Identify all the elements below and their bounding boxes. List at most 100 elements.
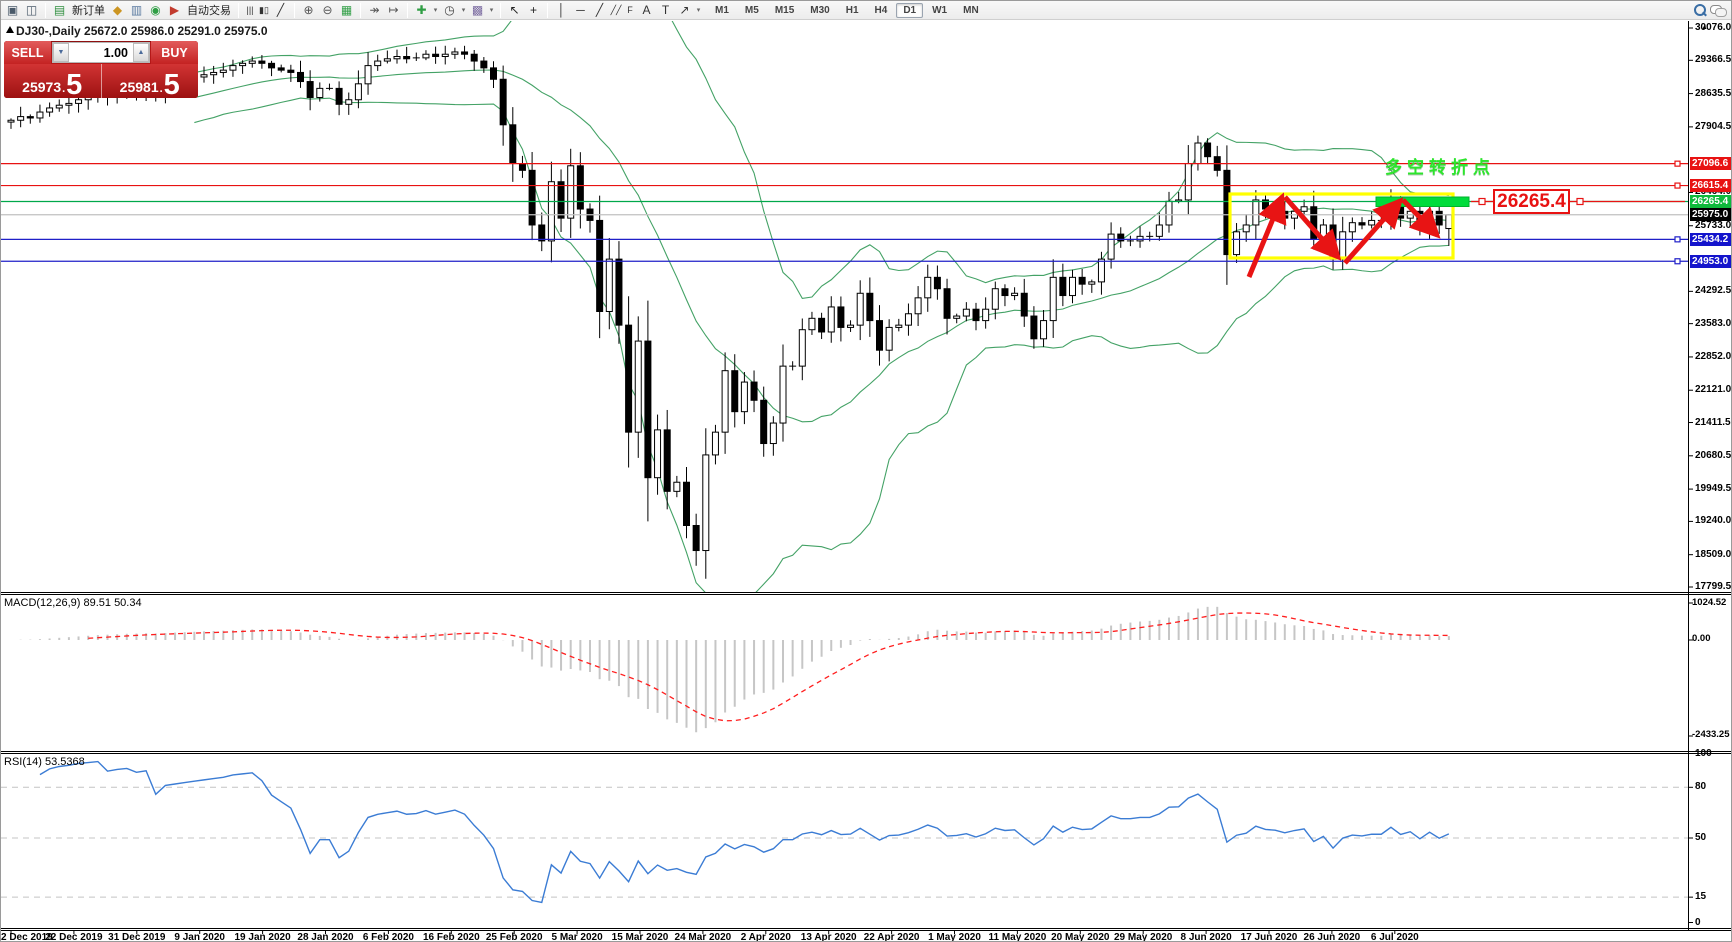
buy-button[interactable]: BUY [151, 41, 198, 64]
timeframe-M1[interactable]: M1 [715, 4, 729, 16]
candles [7, 45, 1453, 579]
styler-icon[interactable]: ◆ [112, 3, 123, 17]
price-axis-tick: 17799.5 [1695, 580, 1732, 592]
arrows-dropdown-icon[interactable]: ▾ [696, 7, 701, 14]
indicators-dropdown-icon[interactable]: ▾ [433, 7, 438, 14]
sell-price-main: 25973 [22, 79, 62, 95]
line-chart-icon[interactable]: ╱ [276, 3, 285, 17]
templates-icon[interactable]: ▩ [471, 3, 484, 17]
main-plot[interactable] [1, 1, 1688, 602]
autotrading-icon[interactable]: ▶ [169, 3, 180, 17]
price-axis-tick: 30076.0 [1695, 22, 1732, 33]
rsi-axis-tick: 50 [1695, 832, 1707, 843]
date-axis-label: 2 Apr 2020 [740, 932, 791, 942]
date-axis-label: 6 Jul 2020 [1370, 932, 1419, 942]
cursor-icon[interactable]: ↖ [509, 3, 520, 17]
templates-dropdown-icon[interactable]: ▾ [489, 7, 494, 14]
rsi-axis-tick: 15 [1695, 891, 1707, 903]
crosshair-icon[interactable]: + [529, 3, 537, 17]
timeframe-M30[interactable]: M30 [810, 4, 830, 16]
trend-arrow[interactable] [1246, 192, 1287, 278]
rsi-axis-tick: 80 [1695, 781, 1707, 793]
price-tag-27096.6: 27096.6 [1690, 157, 1731, 171]
volume-down-icon[interactable]: ▼ [53, 43, 69, 62]
one-click-trade-panel: SELL ▼ 1.00 ▲ BUY 25973. 5 25981. 5 [4, 41, 198, 98]
price-tag-26265.4: 26265.4 [1690, 195, 1731, 208]
tile-windows-icon[interactable]: ▦ [340, 3, 353, 17]
axis-scroll-icon[interactable]: ▲ [1701, 24, 1708, 31]
callout-handle-icon[interactable] [1576, 197, 1584, 206]
horizontal-line-icon[interactable]: ─ [576, 3, 585, 17]
trend-arrow[interactable] [1283, 195, 1342, 261]
chart-annotations[interactable] [1228, 192, 1685, 278]
date-axis-label: 8 Jun 2020 [1180, 932, 1232, 942]
chart-window-icon[interactable]: ▣ [6, 3, 19, 17]
toolbar-separator [360, 2, 361, 18]
hline-handle-icon[interactable] [1674, 236, 1681, 243]
search-icon[interactable] [1691, 2, 1708, 19]
toolbar-separator [45, 2, 46, 18]
trend-arrow[interactable] [1343, 197, 1404, 265]
volume-value[interactable]: 1.00 [103, 45, 128, 60]
bar-chart-icon[interactable]: ||| [246, 5, 254, 15]
arrows-icon[interactable]: ↗ [679, 3, 690, 17]
price-axis-tick: 20680.5 [1695, 449, 1732, 461]
trendline-icon[interactable]: ╱ [595, 3, 604, 17]
signals-icon[interactable]: ◉ [150, 3, 161, 17]
chat-icon[interactable] [1708, 2, 1727, 19]
callout-handle-icon[interactable] [1478, 197, 1486, 206]
timeframe-M15[interactable]: M15 [774, 4, 795, 16]
date-axis-label: 24 Mar 2020 [674, 932, 732, 942]
text-label-icon[interactable]: T [661, 3, 670, 17]
price-callout-label[interactable]: 26265.4 [1493, 189, 1570, 214]
trend-arrow[interactable] [1401, 198, 1441, 239]
date-axis-label: 9 Jan 2020 [174, 932, 225, 942]
new-order-icon[interactable]: ▤ [53, 3, 66, 17]
timeframe-D1[interactable]: D1 [896, 2, 924, 18]
vertical-line-icon[interactable]: │ [557, 3, 566, 17]
turning-point-annotation[interactable]: 多空转折点 [1385, 158, 1495, 177]
date-axis-label: 2 Dec 2019 [1, 932, 53, 942]
chart-expand-icon[interactable] [6, 26, 14, 33]
toolbar-right [1691, 2, 1731, 19]
candlestick-chart-icon[interactable]: ▮▯ [259, 4, 269, 15]
hline-handle-icon[interactable] [1674, 258, 1681, 265]
fibonacci-icon[interactable]: F [627, 5, 633, 15]
toolbar-separator [238, 2, 239, 18]
window-preview-icon[interactable]: ◫ [25, 3, 38, 17]
resistance-zone-bar[interactable] [1375, 196, 1470, 207]
zoom-out-icon[interactable]: ⊖ [322, 3, 333, 17]
text-icon[interactable]: A [642, 3, 651, 17]
sell-price[interactable]: 25973. 5 [22, 69, 83, 99]
price-axis-tick: 22852.0 [1695, 350, 1732, 362]
price-axis-tick: 22121.0 [1695, 384, 1732, 396]
sell-button[interactable]: SELL [4, 41, 51, 64]
indicators-icon[interactable]: ✚ [416, 3, 427, 17]
toolbar-separator [547, 2, 548, 18]
price-axis-tick: 23583.0 [1695, 317, 1732, 329]
zoom-in-icon[interactable]: ⊕ [303, 3, 314, 17]
date-axis-label: 15 Mar 2020 [611, 932, 669, 942]
timeframe-MN[interactable]: MN [963, 4, 979, 16]
autotrading-label: 自动交易 [187, 5, 231, 17]
hline-handle-icon[interactable] [1674, 182, 1681, 189]
auto-scroll-icon[interactable]: ↠ [369, 3, 380, 17]
price-axis-tick: 19240.0 [1695, 515, 1732, 527]
periods-dropdown-icon[interactable]: ▾ [461, 7, 466, 14]
consolidation-rectangle[interactable] [1228, 192, 1455, 260]
timeframe-H1[interactable]: H1 [845, 4, 859, 16]
channel-icon[interactable]: ╱╱ [610, 4, 622, 15]
timeframe-W1[interactable]: W1 [932, 4, 948, 16]
periods-icon[interactable]: ◷ [444, 3, 455, 17]
chart-shift-icon[interactable]: ↦ [388, 3, 399, 17]
volume-up-icon[interactable]: ▲ [133, 43, 149, 62]
timeframe-H4[interactable]: H4 [874, 4, 888, 16]
timeframe-M5[interactable]: M5 [744, 4, 759, 16]
buy-price[interactable]: 25981. 5 [100, 64, 199, 98]
hline-handle-icon[interactable] [1674, 160, 1681, 167]
buy-price-main: 25981 [119, 79, 159, 95]
editor-icon[interactable]: ▥ [130, 3, 143, 17]
macd-axis-tick: 0.00 [1692, 633, 1711, 644]
